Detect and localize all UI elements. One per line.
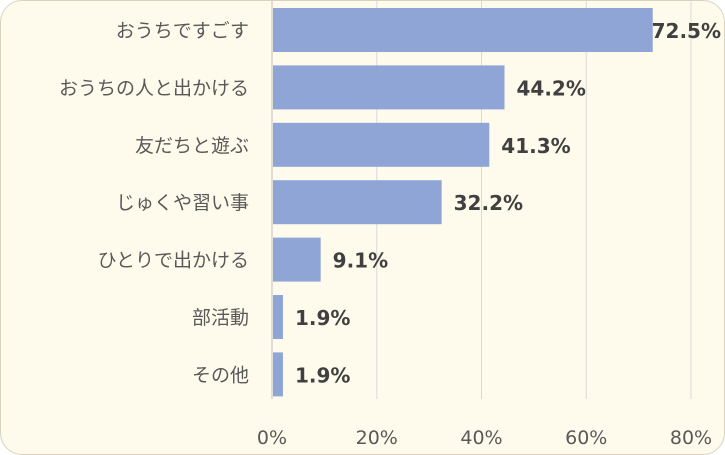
- data-label: 32.2%: [454, 191, 523, 215]
- bar: [273, 65, 505, 110]
- x-tick-label: 80%: [670, 427, 712, 449]
- data-label: 1.9%: [295, 363, 350, 387]
- category-label: じゅくや習い事: [116, 192, 249, 214]
- category-label: その他: [192, 364, 249, 386]
- x-tick-label: 60%: [565, 427, 607, 449]
- category-labels: おうちですごすおうちの人と出かける友だちと遊ぶじゅくや習い事ひとりで出かける部活…: [59, 20, 249, 386]
- category-label: 友だちと遊ぶ: [135, 135, 249, 157]
- data-label: 44.2%: [516, 76, 585, 100]
- data-label: 9.1%: [333, 249, 388, 273]
- bar: [273, 295, 283, 339]
- bar: [273, 352, 283, 397]
- data-label: 72.5%: [652, 19, 721, 43]
- category-label: おうちですごす: [116, 20, 249, 42]
- data-label: 41.3%: [501, 134, 570, 158]
- data-label: 1.9%: [295, 306, 350, 330]
- bar: [273, 8, 653, 52]
- category-label: 部活動: [192, 307, 249, 329]
- x-tick-label: 0%: [257, 427, 287, 449]
- x-tick-label: 20%: [356, 427, 398, 449]
- category-label: ひとりで出かける: [98, 250, 249, 272]
- bar: [273, 237, 321, 282]
- x-tick-labels: 0% 20% 40% 60% 80%: [257, 427, 712, 449]
- category-label: おうちの人と出かける: [59, 77, 249, 99]
- data-labels: 72.5% 44.2% 41.3% 32.2% 9.1% 1.9% 1.9%: [295, 19, 721, 387]
- bar: [273, 180, 442, 225]
- bars: [273, 8, 653, 397]
- bar: [273, 122, 490, 167]
- x-tick-label: 40%: [460, 427, 502, 449]
